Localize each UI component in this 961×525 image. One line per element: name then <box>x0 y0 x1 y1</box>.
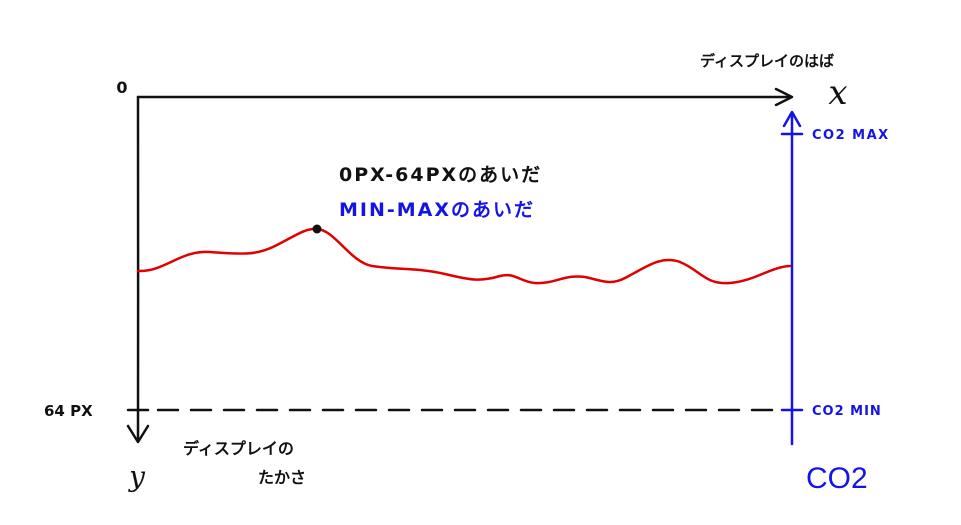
co2-curve <box>136 227 792 285</box>
arrow-up-icon <box>782 110 802 128</box>
height-axis-title-line2: たかさ <box>258 468 306 487</box>
origin-label: 0 <box>116 78 127 97</box>
range-px-label: 0PX-64PXのあいだ <box>339 164 542 186</box>
co2-min-label: CO2 MIN <box>812 404 882 419</box>
x-axis-line <box>136 95 792 100</box>
co2-axis-label: CO2 <box>806 462 868 495</box>
dot-icon <box>312 224 322 234</box>
y-axis-line <box>136 95 140 442</box>
arrow-down-icon <box>126 424 150 444</box>
x-symbol: x <box>828 73 847 113</box>
y-symbol: y <box>127 460 146 493</box>
height-px-label: 64 PX <box>44 402 93 420</box>
width-axis-title: ディスプレイのはば <box>700 52 834 70</box>
arrow-right-icon <box>774 87 794 107</box>
range-minmax-label: MIN-MAXのあいだ <box>339 199 535 221</box>
co2-max-label: CO2 MAX <box>812 128 890 143</box>
height-axis-title-line1: ディスプレイの <box>183 439 294 458</box>
